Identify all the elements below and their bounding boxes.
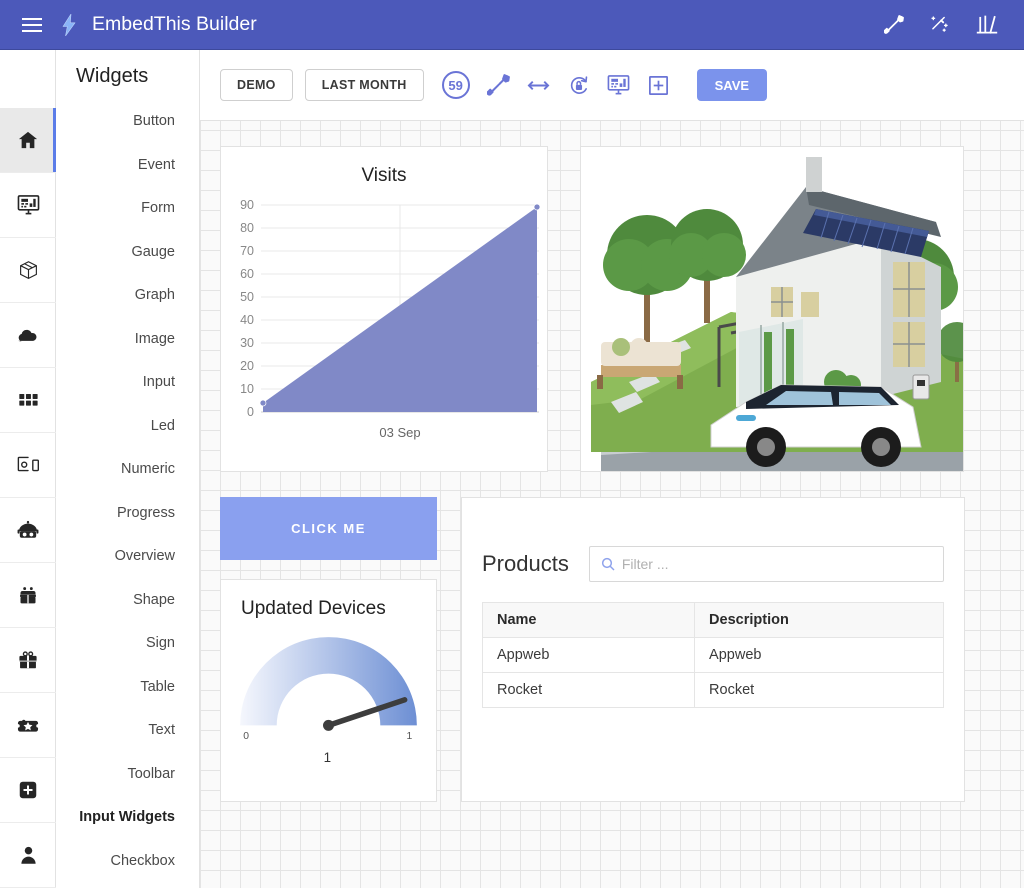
- svg-text:03 Sep: 03 Sep: [379, 425, 420, 440]
- svg-text:80: 80: [240, 221, 254, 235]
- svg-text:50: 50: [240, 290, 254, 304]
- svg-text:30: 30: [240, 336, 254, 350]
- svg-text:1: 1: [407, 731, 413, 742]
- svg-text:0: 0: [243, 731, 249, 742]
- svg-text:20: 20: [240, 359, 254, 373]
- svg-text:70: 70: [240, 244, 254, 258]
- svg-text:60: 60: [240, 267, 254, 281]
- svg-text:10: 10: [240, 382, 254, 396]
- svg-text:40: 40: [240, 313, 254, 327]
- svg-text:90: 90: [240, 198, 254, 212]
- svg-text:0: 0: [247, 405, 254, 419]
- svg-text:1: 1: [324, 750, 331, 765]
